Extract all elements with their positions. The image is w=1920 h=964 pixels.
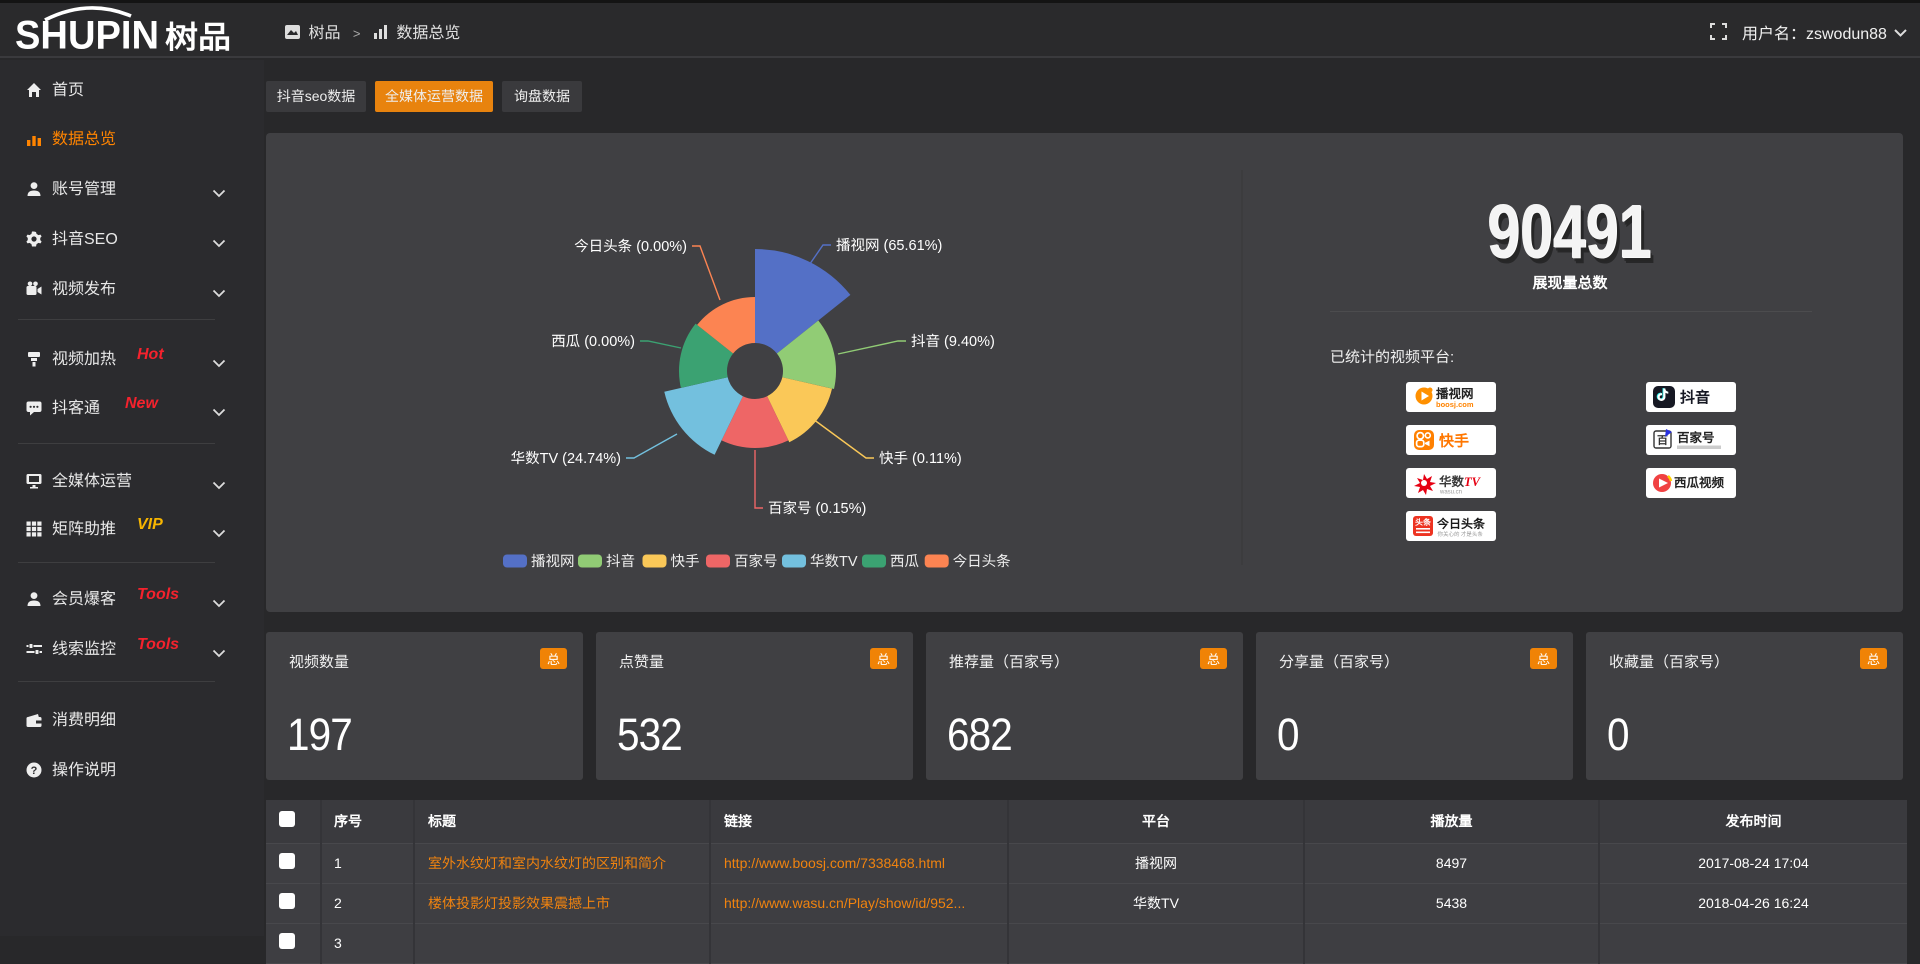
svg-text:90491: 90491: [1491, 195, 1655, 270]
svg-text:华数TV (24.74%): 华数TV (24.74%): [511, 447, 621, 468]
svg-text:百家号 (0.15%): 百家号 (0.15%): [768, 497, 866, 518]
svg-text:头条: 头条: [1415, 517, 1432, 528]
svg-text:抖音 (9.40%): 抖音 (9.40%): [911, 330, 995, 351]
svg-text:boosj.com: boosj.com: [1436, 400, 1474, 409]
svg-text:西瓜: 西瓜: [890, 550, 919, 571]
svg-text:播视网: 播视网: [531, 550, 575, 571]
svg-text:今日头条: 今日头条: [1436, 515, 1486, 532]
svg-text:快手: 快手: [671, 550, 700, 571]
svg-text:wasu.cn: wasu.cn: [1439, 490, 1462, 496]
svg-text:百家号: 百家号: [734, 550, 778, 571]
svg-text:今日头条 (0.00%): 今日头条 (0.00%): [574, 235, 687, 256]
svg-text:播视网: 播视网: [1436, 383, 1474, 402]
svg-text:你关心的 才是头条: 你关心的 才是头条: [1438, 530, 1484, 538]
svg-text:百: 百: [1657, 432, 1668, 448]
svg-text:西瓜视频: 西瓜视频: [1674, 472, 1725, 491]
svg-text:抖音: 抖音: [1680, 387, 1710, 408]
svg-text:华数TV: 华数TV: [810, 550, 858, 571]
svg-text:播视网 (65.61%): 播视网 (65.61%): [836, 234, 942, 255]
svg-text:华数TV: 华数TV: [1439, 471, 1482, 490]
svg-text:?: ?: [31, 765, 38, 777]
svg-text:抖音: 抖音: [606, 550, 635, 571]
svg-text:90491: 90491: [1487, 190, 1651, 270]
svg-text:90491: 90491: [1489, 193, 1653, 270]
svg-text:西瓜 (0.00%): 西瓜 (0.00%): [551, 330, 635, 351]
svg-text:快手 (0.11%): 快手 (0.11%): [879, 447, 962, 468]
svg-text:树品: 树品: [165, 12, 231, 57]
svg-text:今日头条: 今日头条: [953, 550, 1011, 571]
svg-text:百家号: 百家号: [1677, 427, 1715, 446]
svg-text:快手: 快手: [1439, 430, 1469, 451]
svg-text:SHUPIN: SHUPIN: [15, 14, 159, 58]
svg-text:90491: 90491: [1488, 190, 1652, 270]
